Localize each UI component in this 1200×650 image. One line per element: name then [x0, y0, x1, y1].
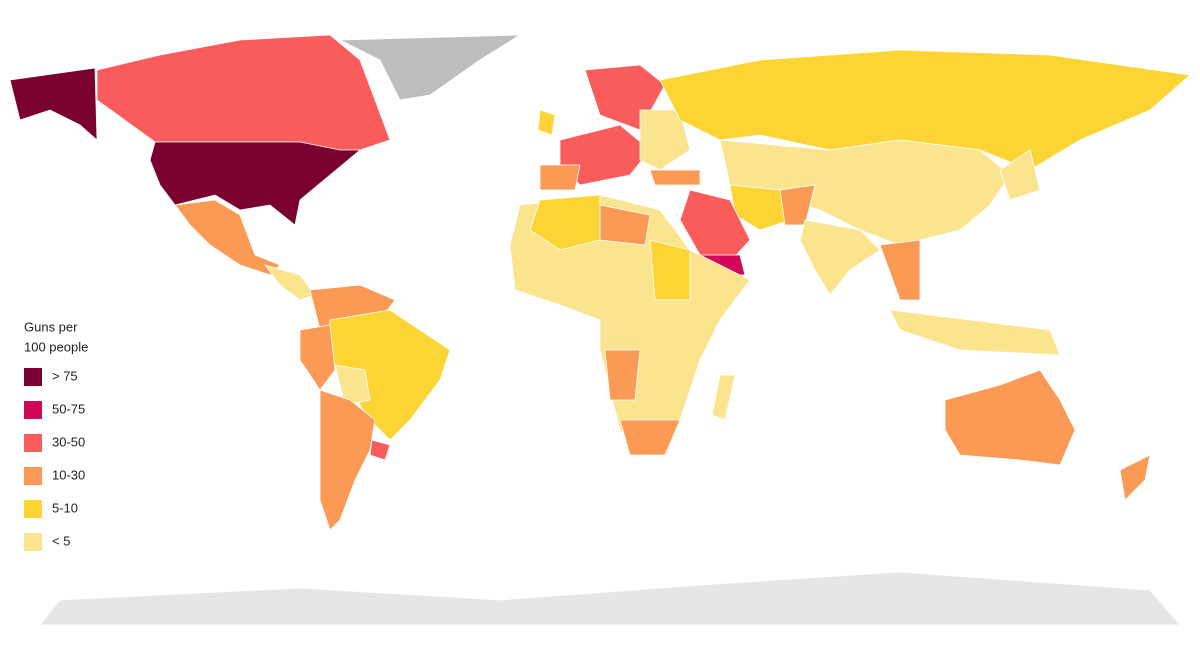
peru: [299, 324, 336, 391]
argentina-chile: [319, 389, 376, 531]
legend-swatch: [24, 434, 42, 452]
mexico: [174, 199, 281, 276]
legend-label: < 5: [52, 533, 70, 548]
madagascar: [711, 374, 736, 421]
legend-label: 5-10: [52, 500, 78, 515]
uruguay: [369, 439, 391, 461]
libya: [599, 204, 651, 246]
australia: [944, 369, 1076, 466]
legend-title: Guns per: [24, 319, 78, 334]
legend-swatch: [24, 467, 42, 485]
spain: [539, 164, 581, 191]
indonesia: [889, 309, 1061, 356]
legend: Guns per 100 people > 75 50-75 30-50 10-30 5…: [24, 319, 88, 551]
india: [799, 219, 881, 296]
canada: [96, 34, 391, 161]
legend-label: > 75: [52, 368, 78, 383]
central-america: [263, 264, 316, 301]
thailand: [879, 239, 921, 301]
algeria: [529, 194, 601, 251]
legend-swatch: [24, 500, 42, 518]
sudan: [649, 239, 691, 301]
japan: [999, 149, 1041, 201]
legend-label: 50-75: [52, 401, 85, 416]
legend-swatch: [24, 368, 42, 386]
south-africa: [619, 419, 681, 456]
alaska: [9, 67, 98, 141]
legend-swatch: [24, 533, 42, 551]
bolivia: [334, 364, 371, 406]
map-regions: [9, 34, 1191, 626]
legend-title: 100 people: [24, 339, 88, 354]
usa: [149, 141, 362, 226]
pakistan: [779, 184, 816, 226]
angola: [604, 349, 641, 401]
legend-swatch: [24, 401, 42, 419]
uk: [537, 109, 556, 136]
greenland: [339, 34, 522, 101]
eastern-europe: [639, 109, 691, 171]
legend-label: 30-50: [52, 434, 85, 449]
turkey: [649, 169, 701, 186]
antarctica: [39, 571, 1181, 626]
new-zealand: [1119, 454, 1151, 501]
legend-label: 10-30: [52, 467, 85, 482]
